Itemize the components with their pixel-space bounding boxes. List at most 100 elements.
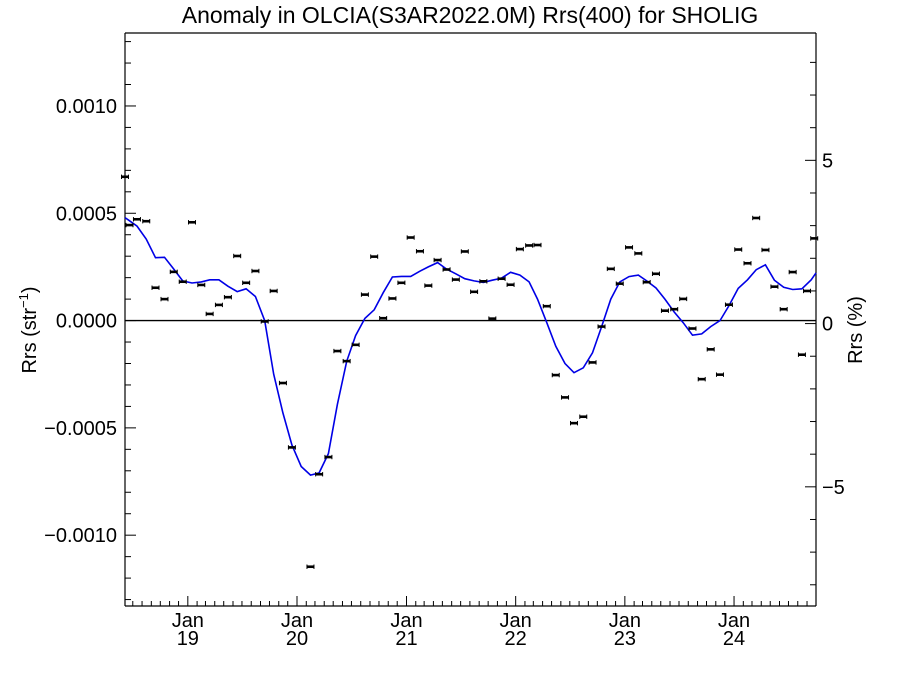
left-y-axis-label: Rrs (str−1) xyxy=(16,286,41,373)
data-point xyxy=(306,564,315,569)
data-point xyxy=(497,276,506,281)
data-point xyxy=(460,249,469,254)
data-point xyxy=(761,247,770,253)
data-point xyxy=(169,269,178,275)
data-point xyxy=(178,279,187,284)
data-point xyxy=(333,348,342,354)
right-tick-label: 5 xyxy=(822,150,833,172)
data-point xyxy=(269,288,278,294)
smoothed-trend-line xyxy=(124,216,817,476)
left-tick-label: 0.0000 xyxy=(56,311,117,333)
data-point xyxy=(424,283,433,288)
data-point xyxy=(506,282,515,287)
data-point xyxy=(551,372,560,378)
data-point xyxy=(315,472,324,477)
data-point xyxy=(205,311,214,317)
data-point xyxy=(132,217,141,222)
data-point xyxy=(287,445,296,450)
data-point xyxy=(125,222,134,228)
data-point xyxy=(579,414,588,419)
right-y-axis: 5 0 −5 xyxy=(805,61,845,586)
right-tick-label: 0 xyxy=(822,314,833,336)
data-point xyxy=(788,269,797,275)
x-tick-month-label: Jan xyxy=(500,610,532,632)
data-point xyxy=(451,277,460,282)
data-point xyxy=(388,296,397,301)
data-point xyxy=(415,249,424,254)
data-point xyxy=(634,251,643,256)
data-point xyxy=(734,247,743,252)
left-tick-label: −0.0010 xyxy=(44,525,117,547)
data-point xyxy=(615,281,624,286)
data-point xyxy=(797,352,806,357)
data-point xyxy=(242,280,251,286)
data-point xyxy=(251,268,260,274)
x-tick-month-label: Jan xyxy=(172,610,204,632)
data-point xyxy=(214,302,223,308)
data-point xyxy=(406,235,415,240)
data-point xyxy=(233,253,242,259)
data-point xyxy=(570,420,579,426)
data-point xyxy=(197,282,206,288)
left-y-axis: 0.0010 0.0005 0.0000 −0.0005 −0.0010 xyxy=(44,41,136,601)
data-point xyxy=(779,306,788,312)
data-point xyxy=(342,358,351,364)
data-point xyxy=(743,261,752,266)
data-point xyxy=(360,292,369,297)
data-point xyxy=(324,454,333,460)
right-y-axis-label: Rrs (%) xyxy=(845,296,867,364)
x-tick-month-label: Jan xyxy=(281,610,313,632)
data-point xyxy=(188,220,197,225)
data-point xyxy=(770,284,779,289)
data-point xyxy=(121,174,129,179)
data-point xyxy=(642,279,651,285)
left-y-axis-label-main: Rrs (str xyxy=(19,308,41,374)
data-point xyxy=(142,219,151,224)
data-point xyxy=(561,395,570,400)
x-tick-month-label: Jan xyxy=(718,610,750,632)
data-point xyxy=(397,280,406,286)
data-point xyxy=(151,285,160,290)
x-tick-year-label: 23 xyxy=(614,628,636,650)
data-point xyxy=(470,289,479,295)
data-point xyxy=(379,316,388,321)
data-point xyxy=(670,306,679,312)
x-tick-year-label: 20 xyxy=(286,628,308,650)
left-tick-label: 0.0010 xyxy=(56,96,117,118)
data-point xyxy=(370,254,379,259)
data-point xyxy=(260,319,269,324)
data-point xyxy=(606,266,615,272)
data-point xyxy=(810,236,819,241)
data-point xyxy=(488,316,497,321)
data-point xyxy=(688,326,697,331)
data-point xyxy=(351,342,360,348)
data-point xyxy=(442,267,451,272)
plot-frame xyxy=(124,32,817,607)
data-point xyxy=(752,215,761,221)
right-tick-label: −5 xyxy=(822,477,845,499)
data-point xyxy=(803,288,812,294)
data-point xyxy=(533,242,542,248)
data-point xyxy=(625,245,634,250)
x-tick-year-label: 22 xyxy=(505,628,527,650)
left-tick-label: 0.0005 xyxy=(56,203,117,225)
x-tick-year-label: 24 xyxy=(723,628,745,650)
data-point xyxy=(479,279,488,284)
left-tick-label: −0.0005 xyxy=(44,418,117,440)
data-point xyxy=(278,380,287,386)
data-point xyxy=(597,324,606,329)
chart-title: Anomaly in OLCIA(S3AR2022.0M) Rrs(400) f… xyxy=(182,2,758,28)
data-point xyxy=(433,257,442,263)
data-point xyxy=(542,303,551,309)
data-point xyxy=(525,243,534,248)
data-point xyxy=(679,296,688,302)
data-point xyxy=(724,302,733,307)
x-tick-year-label: 19 xyxy=(177,628,199,650)
data-point xyxy=(588,360,597,365)
data-point xyxy=(160,296,169,302)
data-point xyxy=(715,372,724,377)
x-tick-year-label: 21 xyxy=(395,628,417,650)
